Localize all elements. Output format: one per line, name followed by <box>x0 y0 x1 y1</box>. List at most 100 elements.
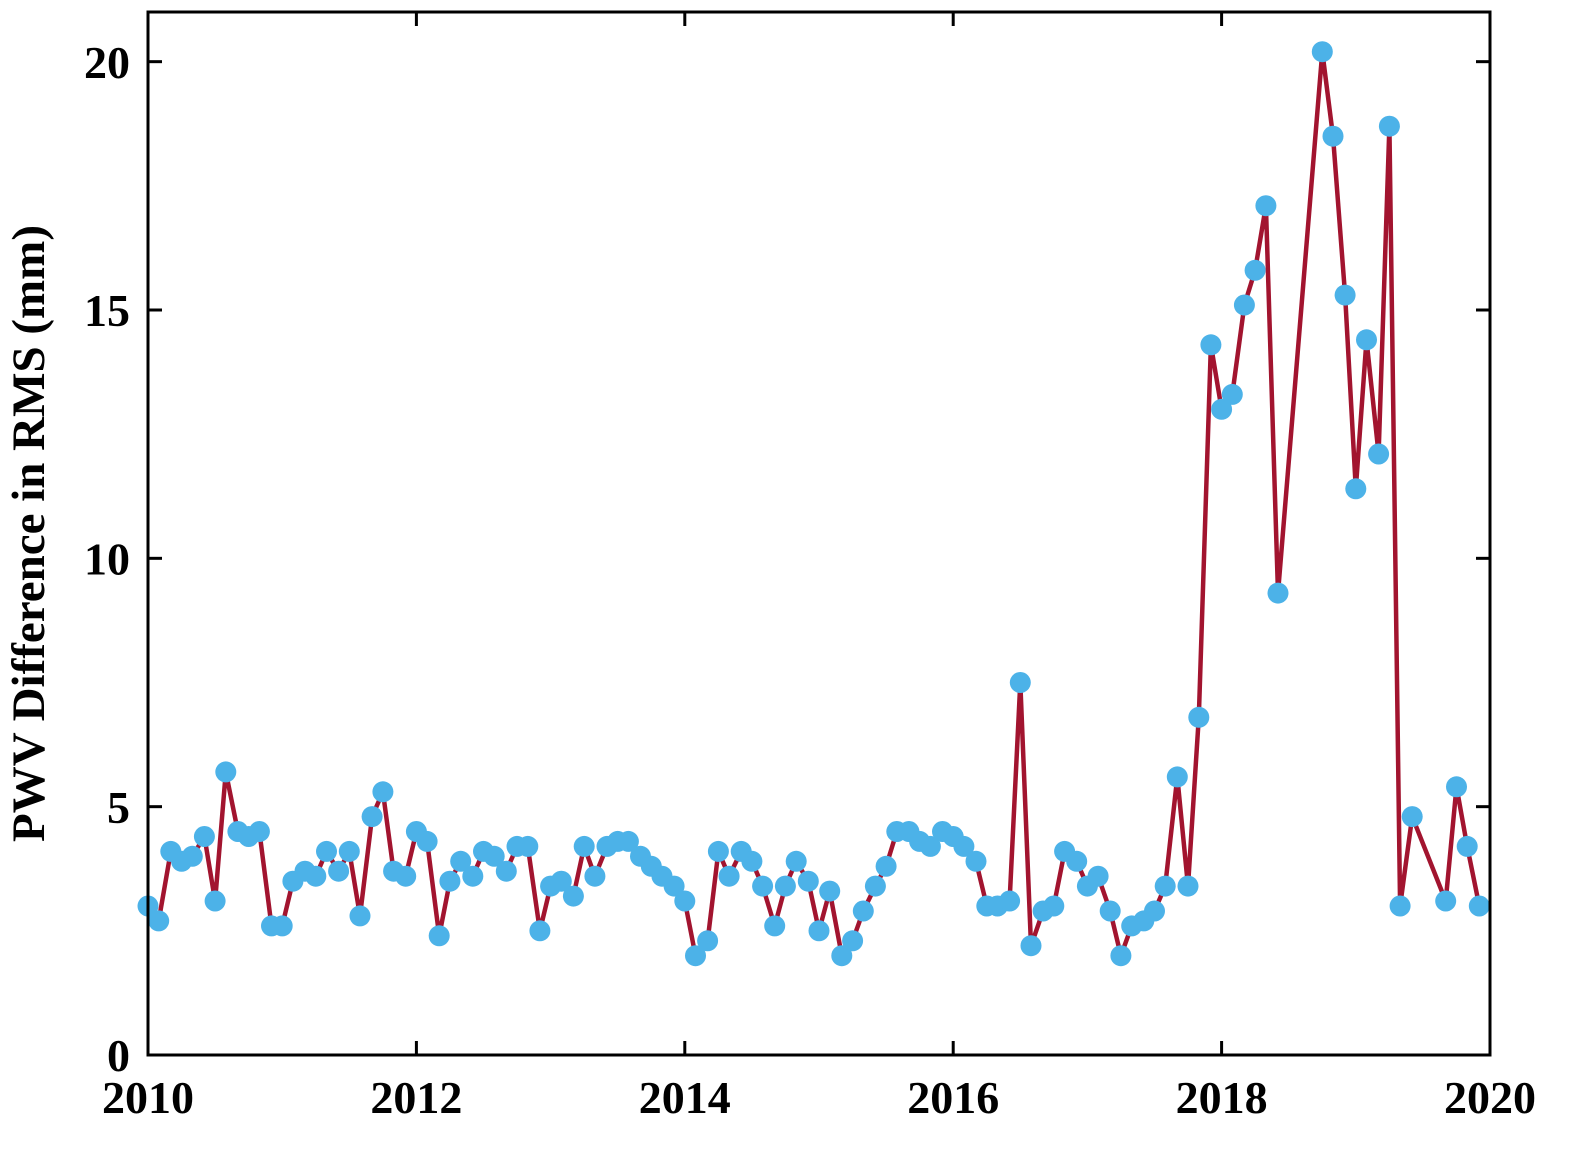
x-tick-label: 2014 <box>639 1072 731 1123</box>
y-tick-label: 5 <box>107 782 130 833</box>
data-point-marker <box>1009 672 1031 693</box>
data-point-marker <box>395 865 417 887</box>
data-point-marker <box>361 806 383 828</box>
data-point-marker <box>416 830 438 852</box>
y-tick-label: 15 <box>84 285 130 336</box>
data-point-marker <box>1200 334 1222 356</box>
data-point-marker <box>1378 115 1400 137</box>
data-point-marker <box>1188 706 1210 728</box>
data-point-marker <box>1255 195 1277 217</box>
data-point-marker <box>248 821 270 842</box>
data-point-marker <box>1166 766 1188 788</box>
data-point-marker <box>1211 398 1233 420</box>
data-point-marker <box>1099 900 1121 922</box>
y-tick-labels: 0 5 10 15 20 <box>84 37 130 1081</box>
data-point-marker <box>1446 776 1467 798</box>
axis-box <box>146 10 1492 1057</box>
data-point-marker <box>697 930 719 952</box>
data-point-marker <box>495 860 517 882</box>
data-markers <box>137 41 1490 967</box>
data-point-marker <box>1043 895 1065 917</box>
data-point-marker <box>842 930 864 952</box>
data-point-marker <box>999 890 1021 912</box>
data-point-marker <box>1368 443 1390 465</box>
data-point-marker <box>764 915 786 937</box>
data-point-marker <box>271 915 293 937</box>
data-point-marker <box>1322 125 1344 147</box>
data-point-marker <box>338 840 360 862</box>
data-point-marker <box>1334 284 1356 306</box>
data-point-marker <box>1221 383 1243 405</box>
data-point-marker <box>148 910 170 932</box>
data-point-marker <box>1401 806 1423 828</box>
data-point-marker <box>1267 582 1289 604</box>
data-point-marker <box>372 781 394 803</box>
data-point-marker <box>919 835 941 857</box>
data-point-marker <box>204 890 226 912</box>
data-point-marker <box>439 870 461 892</box>
x-tick-label: 2012 <box>370 1072 462 1123</box>
data-point-marker <box>193 826 215 847</box>
data-point-marker <box>617 830 639 852</box>
data-point-marker <box>718 865 740 887</box>
data-point-marker <box>965 850 987 872</box>
data-point-marker <box>562 885 584 907</box>
data-point-marker <box>529 920 551 942</box>
data-point-marker <box>1468 895 1490 917</box>
data-point-marker <box>181 845 203 867</box>
x-tick-label: 2020 <box>1444 1072 1536 1123</box>
data-point-marker <box>1110 945 1132 967</box>
data-point-marker <box>831 945 853 967</box>
data-point-marker <box>1020 935 1042 957</box>
x-tick-label: 2018 <box>1176 1072 1268 1123</box>
data-point-marker <box>685 945 706 967</box>
data-point-marker <box>852 900 874 922</box>
x-tick-label: 2016 <box>907 1072 999 1123</box>
data-point-marker <box>1389 895 1411 917</box>
data-point-marker <box>215 761 237 783</box>
data-point-marker <box>741 850 763 872</box>
data-point-marker <box>875 855 897 877</box>
y-axis-label: PWV Difference in RMS (mm) <box>3 225 55 842</box>
data-point-marker <box>1345 478 1367 500</box>
data-point-marker <box>953 835 975 857</box>
data-point-marker <box>462 865 484 887</box>
data-point-marker <box>517 835 539 857</box>
data-point-marker <box>1244 259 1266 281</box>
data-point-marker <box>674 890 696 912</box>
data-point-marker <box>584 865 606 887</box>
axis-ticks <box>146 12 1492 1057</box>
data-point-marker <box>316 840 337 862</box>
data-point-marker <box>707 840 729 862</box>
data-point-marker <box>1456 835 1478 857</box>
data-point-marker <box>774 875 796 897</box>
data-point-marker <box>1356 329 1377 351</box>
data-point-marker <box>663 875 685 897</box>
data-point-marker <box>428 925 450 947</box>
data-point-marker <box>1311 41 1333 63</box>
data-point-marker <box>305 865 327 887</box>
data-point-marker <box>1233 294 1255 316</box>
data-point-marker <box>483 845 505 867</box>
data-point-marker <box>1177 875 1199 897</box>
x-tick-labels: 2010 2012 2014 2016 2018 2020 <box>102 1072 1536 1123</box>
data-point-marker <box>1154 875 1176 897</box>
data-point-marker <box>1144 900 1165 922</box>
y-tick-label: 10 <box>84 533 130 584</box>
data-point-marker <box>752 875 774 897</box>
data-point-marker <box>1066 850 1088 872</box>
x-tick-label: 2010 <box>102 1072 194 1123</box>
data-point-marker <box>785 850 807 872</box>
y-tick-label: 20 <box>84 37 130 88</box>
data-point-marker <box>808 920 830 942</box>
data-point-marker <box>797 870 819 892</box>
y-tick-label: 0 <box>107 1030 130 1081</box>
data-point-marker <box>450 850 472 872</box>
data-point-marker <box>864 875 886 897</box>
data-point-marker <box>550 870 572 892</box>
data-point-marker <box>1435 890 1457 912</box>
data-point-marker <box>1087 865 1109 887</box>
data-point-marker <box>349 905 371 927</box>
